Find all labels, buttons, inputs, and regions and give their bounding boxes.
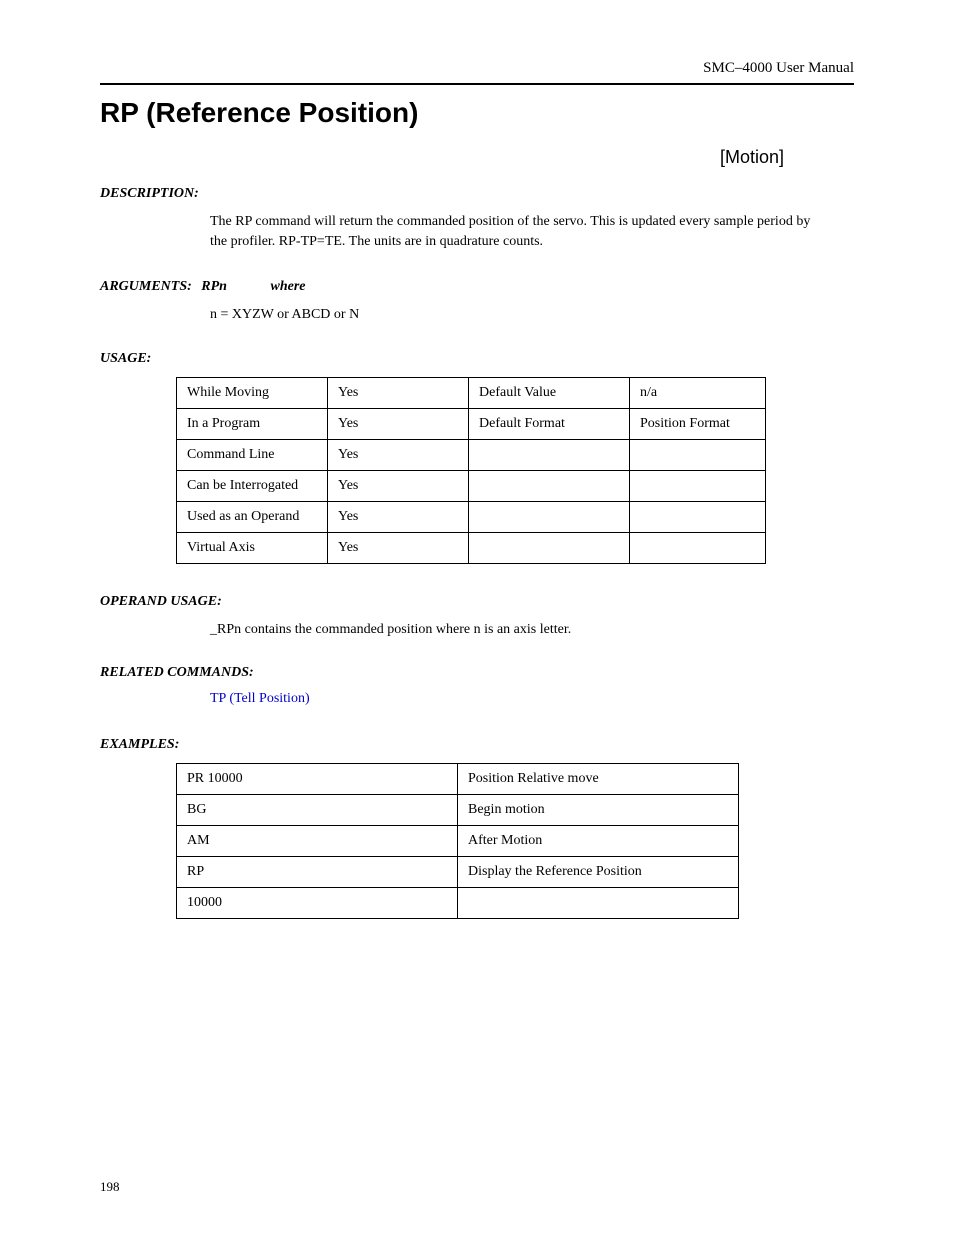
arguments-detail: n = XYZW or ABCD or N [210,305,824,325]
table-row: Virtual Axis Yes [177,532,766,563]
table-row: Used as an Operand Yes [177,501,766,532]
related-commands-label: RELATED COMMANDS: [100,665,854,681]
cell: Position Relative move [458,764,739,795]
table-row: BG Begin motion [177,795,739,826]
examples-table: PR 10000 Position Relative move BG Begin… [176,763,739,919]
cell [469,501,630,532]
cell: n/a [630,377,766,408]
cell [630,439,766,470]
cell [469,470,630,501]
header-manual-title: SMC–4000 User Manual [100,60,854,77]
examples-label: EXAMPLES: [100,737,854,753]
table-row: PR 10000 Position Relative move [177,764,739,795]
cell: After Motion [458,826,739,857]
cell: Default Format [469,408,630,439]
arguments-where: where [270,279,305,294]
page: SMC–4000 User Manual RP (Reference Posit… [0,0,954,1235]
description-label: DESCRIPTION: [100,186,854,202]
command-title: RP (Reference Position) [100,97,854,129]
table-row: 10000 [177,888,739,919]
cell: AM [177,826,458,857]
table-row: AM After Motion [177,826,739,857]
table-row: Command Line Yes [177,439,766,470]
cell [458,888,739,919]
related-command-link[interactable]: TP (Tell Position) [210,691,854,707]
description-text: The RP command will return the commanded… [210,212,824,251]
cell: RP [177,857,458,888]
cell: Virtual Axis [177,532,328,563]
table-row: Can be Interrogated Yes [177,470,766,501]
cell: While Moving [177,377,328,408]
cell: Position Format [630,408,766,439]
table-row: While Moving Yes Default Value n/a [177,377,766,408]
cell: PR 10000 [177,764,458,795]
cell: Yes [328,470,469,501]
cell: Yes [328,408,469,439]
cell: Used as an Operand [177,501,328,532]
cell: 10000 [177,888,458,919]
cell [630,501,766,532]
operand-usage-label: OPERAND USAGE: [100,594,854,610]
cell [630,470,766,501]
cell [630,532,766,563]
usage-table: While Moving Yes Default Value n/a In a … [176,377,766,564]
cell: Begin motion [458,795,739,826]
header-rule [100,83,854,85]
cell: In a Program [177,408,328,439]
table-row: In a Program Yes Default Format Position… [177,408,766,439]
arguments-syntax: RPn [201,279,227,294]
cell: Yes [328,377,469,408]
arguments-line: ARGUMENTS: RPn where [100,279,854,295]
cell: Can be Interrogated [177,470,328,501]
cell: Yes [328,532,469,563]
cell: Command Line [177,439,328,470]
usage-label: USAGE: [100,351,854,367]
cell [469,532,630,563]
command-category: [Motion] [100,147,854,168]
arguments-label: ARGUMENTS: [100,279,192,294]
cell: Display the Reference Position [458,857,739,888]
cell [469,439,630,470]
cell: Yes [328,439,469,470]
cell: BG [177,795,458,826]
table-row: RP Display the Reference Position [177,857,739,888]
cell: Default Value [469,377,630,408]
cell: Yes [328,501,469,532]
page-number: 198 [100,1179,120,1195]
operand-usage-text: _RPn contains the commanded position whe… [210,620,824,640]
